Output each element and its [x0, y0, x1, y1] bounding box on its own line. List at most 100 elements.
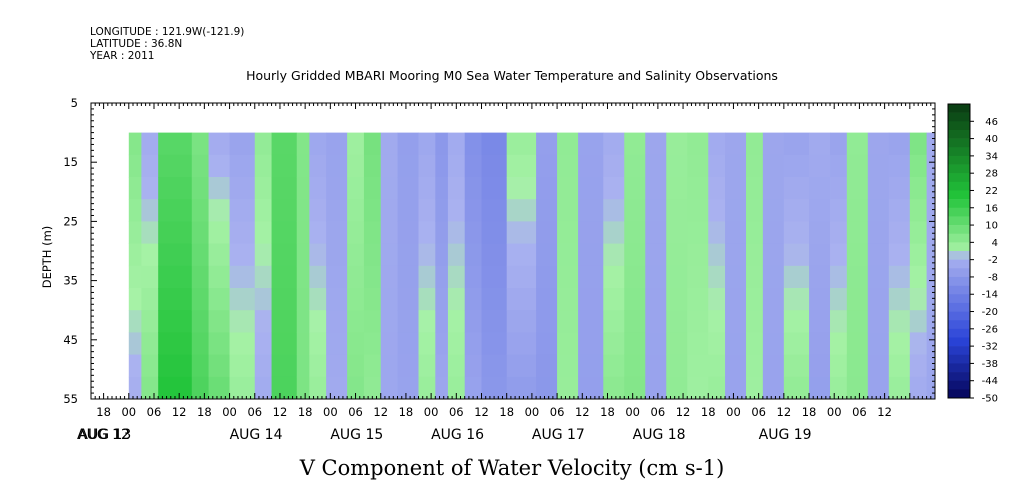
colorbar-segment: [948, 372, 970, 382]
heatmap-cell: [926, 376, 936, 400]
heatmap-cell: [809, 376, 831, 400]
heatmap-cell: [380, 221, 398, 244]
heatmap-cell: [296, 288, 310, 311]
heatmap-cell: [229, 221, 256, 244]
heatmap-cell: [309, 265, 327, 289]
colorbar-label: 10: [985, 221, 998, 232]
heatmap-cell: [481, 132, 508, 156]
colorbar-segment: [948, 199, 970, 209]
heatmap-cell: [536, 154, 558, 178]
heatmap-cell: [309, 199, 327, 222]
heatmap-cell: [909, 265, 928, 289]
heatmap-cell: [809, 199, 831, 222]
heatmap-cell: [909, 199, 928, 222]
heatmap-cell: [326, 310, 348, 333]
heatmap-cell: [536, 376, 558, 400]
heatmap-cell: [158, 243, 193, 267]
colorbar: [947, 103, 971, 399]
heatmap-cell: [464, 332, 482, 355]
heatmap-cell: [809, 221, 831, 244]
heatmap-cell: [578, 288, 604, 311]
heatmap-cell: [464, 132, 482, 156]
heatmap-cell: [830, 265, 848, 289]
x-day-label: AUG 16: [431, 427, 484, 443]
heatmap-cell: [926, 221, 936, 244]
heatmap-cell: [326, 243, 348, 267]
heatmap-cell: [128, 310, 142, 333]
heatmap-cell: [666, 310, 688, 333]
heatmap-cell: [347, 177, 365, 200]
x-hour-label: 18: [197, 405, 212, 419]
heatmap-cells: [128, 132, 936, 400]
heatmap-cell: [418, 310, 436, 333]
heatmap-cell: [708, 132, 726, 156]
heatmap-cell: [888, 310, 911, 333]
heatmap-cell: [363, 243, 382, 267]
y-tick-labels: 5 15 25 35 45 55: [63, 96, 78, 406]
colorbar-segment: [948, 112, 970, 122]
heatmap-cell: [603, 243, 625, 267]
heatmap-cell: [481, 243, 508, 267]
heatmap-cell: [229, 310, 256, 333]
heatmap-cell: [326, 376, 348, 400]
heatmap-cell: [687, 332, 709, 355]
heatmap-cell: [271, 354, 298, 378]
heatmap-cell: [746, 132, 764, 156]
colorbar-label: 16: [985, 203, 998, 214]
heatmap-cell: [447, 265, 466, 289]
heatmap-cell: [762, 199, 785, 222]
heatmap-cell: [229, 154, 256, 178]
heatmap-cell: [208, 332, 230, 355]
heatmap-cell: [363, 288, 382, 311]
heatmap-cell: [271, 376, 298, 400]
heatmap-cell: [447, 177, 466, 200]
heatmap-cell: [435, 354, 449, 378]
heatmap-cell: [380, 265, 398, 289]
heatmap-cell: [926, 199, 936, 222]
heatmap-cell: [830, 154, 848, 178]
heatmap-cell: [481, 154, 508, 178]
heatmap-cell: [666, 332, 688, 355]
heatmap-cell: [309, 154, 327, 178]
heatmap-cell: [725, 221, 747, 244]
heatmap-cell: [783, 132, 810, 156]
y-tick-label: 55: [63, 392, 78, 406]
heatmap-cell: [397, 376, 419, 400]
heatmap-cell: [867, 354, 890, 378]
heatmap-cell: [347, 332, 365, 355]
heatmap-cell: [271, 199, 298, 222]
heatmap-cell: [418, 354, 436, 378]
heatmap-cell: [603, 199, 625, 222]
heatmap-cell: [254, 288, 272, 311]
x-hour-label: 12: [373, 405, 388, 419]
heatmap-cell: [783, 243, 810, 267]
heatmap-cell: [830, 310, 848, 333]
heatmap-cell: [418, 243, 436, 267]
heatmap-cell: [725, 199, 747, 222]
heatmap-cell: [158, 265, 193, 289]
x-hour-label: 00: [424, 405, 439, 419]
x-hour-label: 06: [852, 405, 867, 419]
heatmap-cell: [846, 154, 869, 178]
heatmap-cell: [158, 177, 193, 200]
heatmap-cell: [603, 288, 625, 311]
heatmap-cell: [809, 265, 831, 289]
heatmap-cell: [397, 154, 419, 178]
heatmap-cell: [557, 177, 579, 200]
heatmap-cell: [397, 221, 419, 244]
heatmap-cell: [363, 177, 382, 200]
x-hour-label: 06: [449, 405, 464, 419]
heatmap-cell: [418, 177, 436, 200]
heatmap-cell: [846, 243, 869, 267]
heatmap-cell: [536, 332, 558, 355]
heatmap-cell: [536, 243, 558, 267]
heatmap-cell: [926, 310, 936, 333]
heatmap-cell: [435, 265, 449, 289]
x-hour-labels: 18 00 06 12 18 00 06 12 18 00 06 12 18 00 06 12 18 00 06 12…: [96, 405, 892, 419]
heatmap-cell: [830, 132, 848, 156]
heatmap-cell: [191, 132, 209, 156]
heatmap-cell: [725, 132, 747, 156]
heatmap-cell: [326, 221, 348, 244]
heatmap-cell: [271, 177, 298, 200]
heatmap-cell: [926, 132, 936, 156]
